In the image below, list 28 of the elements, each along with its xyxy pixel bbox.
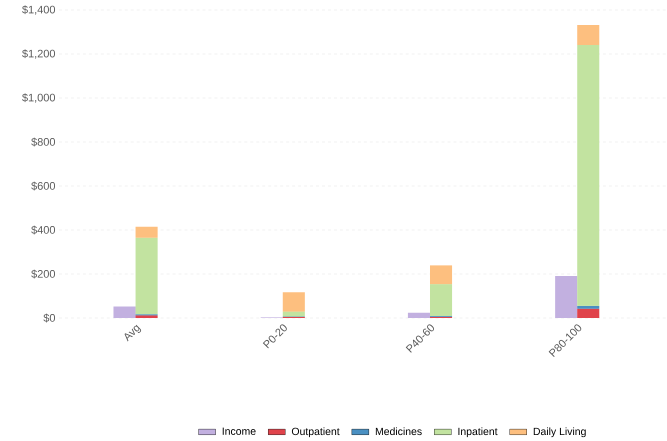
legend-label: Outpatient (292, 427, 340, 438)
bar (282, 292, 305, 312)
bar (136, 238, 158, 314)
y-tick-label: $400 (31, 226, 56, 234)
bar (113, 306, 136, 318)
bar (555, 276, 578, 318)
legend-label: Daily Living (534, 427, 586, 438)
bar (408, 312, 430, 318)
bar (136, 315, 158, 318)
bar (577, 44, 600, 306)
x-tick-label: Avg (124, 324, 142, 342)
y-tick-label: $200 (31, 270, 56, 278)
legend-label: Medicines (376, 427, 422, 436)
bar (136, 226, 158, 238)
y-tick-label: $1,400 (22, 5, 56, 15)
y-tick-label: $1,000 (22, 93, 56, 103)
bar (282, 312, 305, 316)
y-tick-label: $800 (31, 138, 56, 146)
bar (430, 265, 452, 284)
bar (577, 306, 600, 309)
y-tick-label: $0 (43, 314, 56, 322)
bar (577, 24, 600, 45)
bar (577, 308, 600, 318)
bar (430, 284, 452, 316)
y-tick-label: $600 (31, 182, 56, 190)
legend-label: Income (222, 428, 256, 435)
legend-label: Inpatient (458, 427, 498, 438)
y-tick-label: $1,200 (22, 49, 56, 59)
